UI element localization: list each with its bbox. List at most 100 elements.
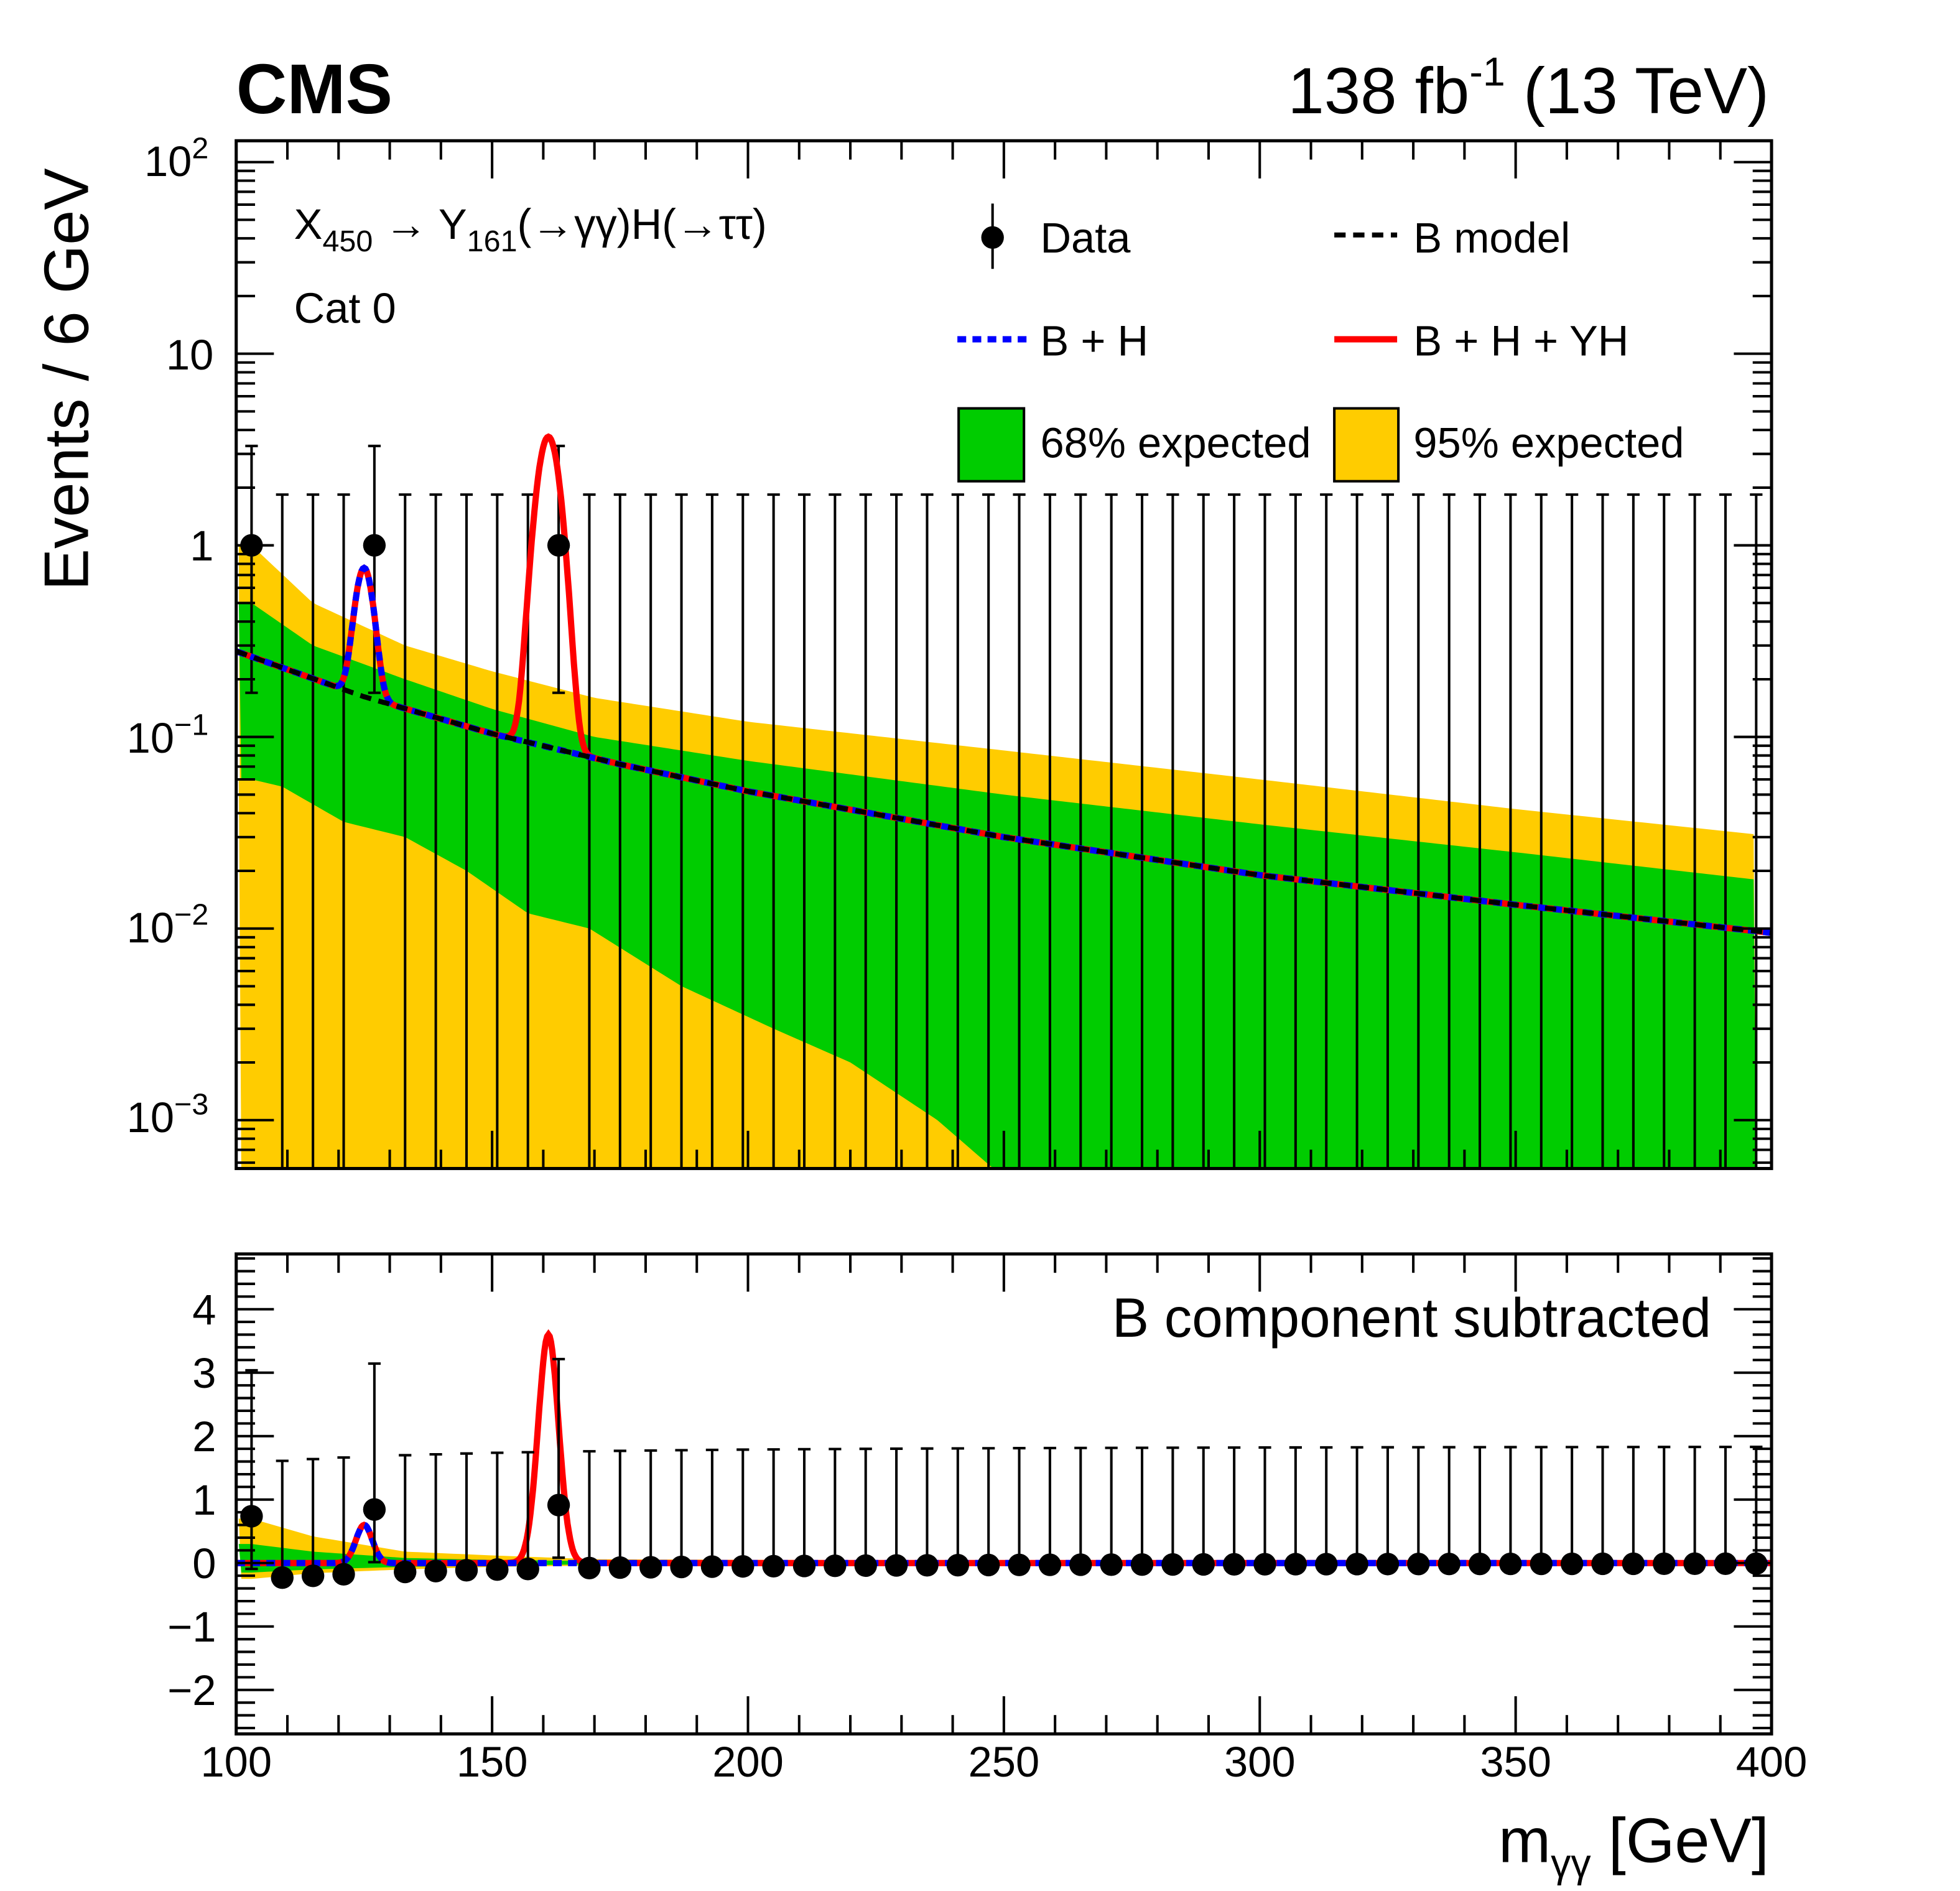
residual-point <box>1315 1553 1338 1576</box>
lower-data-points <box>240 1494 1768 1589</box>
residual-point <box>916 1554 939 1577</box>
upper-data-errorbars <box>245 444 1763 1169</box>
residual-point <box>271 1566 294 1589</box>
y-axis-title: Events / 6 GeV <box>32 168 101 590</box>
ytick-label: 1 <box>192 1476 216 1524</box>
residual-point <box>946 1553 970 1577</box>
residual-point <box>1130 1553 1154 1576</box>
residual-point <box>1407 1553 1430 1576</box>
cms-label: CMS <box>236 50 392 128</box>
data-point <box>363 534 386 557</box>
residual-point <box>1376 1553 1400 1576</box>
residual-point <box>578 1556 601 1579</box>
residual-point <box>363 1498 386 1521</box>
residual-point <box>700 1555 724 1578</box>
residual-point <box>1468 1553 1492 1576</box>
legend-data-label: Data <box>1040 214 1131 262</box>
residual-point <box>732 1554 755 1578</box>
legend-95-label: 95% expected <box>1413 419 1684 467</box>
ytick-label-100: 102 <box>144 132 208 185</box>
ytick-label: −1 <box>167 1603 216 1651</box>
xtick-label: 100 <box>200 1738 272 1786</box>
residual-point <box>1653 1552 1676 1576</box>
luminosity-label: 138 fb-1 (13 TeV) <box>1288 49 1769 127</box>
residual-point <box>547 1494 570 1517</box>
xtick-label: 250 <box>968 1738 1040 1786</box>
residual-point <box>516 1558 539 1581</box>
lower-data-errorbars <box>245 1357 1763 1578</box>
process-annotation: X450 → Y161(→γγ)H(→ττ) <box>294 200 767 258</box>
upper-model-curves <box>235 433 1772 936</box>
residual-point <box>394 1560 417 1584</box>
residual-point <box>1069 1553 1092 1576</box>
xtick-label: 200 <box>712 1738 784 1786</box>
legend-b-h-yh-label: B + H + YH <box>1413 317 1628 365</box>
residual-point <box>1100 1553 1123 1576</box>
residual-point <box>1192 1553 1215 1576</box>
residual-point <box>1222 1553 1246 1576</box>
legend-b-h-label: B + H <box>1040 317 1148 365</box>
legend-68-label: 68% expected <box>1040 419 1311 467</box>
ytick-label: −2 <box>167 1666 216 1714</box>
lower-frame <box>235 1252 1773 1735</box>
ytick-label-10: 10 <box>166 331 213 379</box>
ytick-label-0.1: 10−1 <box>127 709 209 762</box>
residual-point <box>1530 1552 1553 1576</box>
residual-point <box>1622 1552 1645 1576</box>
residual-point <box>1284 1553 1307 1576</box>
residual-point <box>824 1554 847 1577</box>
residual-point <box>639 1556 662 1579</box>
upper-ytick-labels: 102 10 1 10−1 10−2 10−3 <box>127 132 214 1141</box>
residual-point <box>1345 1553 1368 1576</box>
residual-point <box>455 1559 478 1582</box>
upper-frame <box>235 139 1773 1171</box>
b-model-curve <box>235 649 1772 936</box>
lower-annotation: B component subtracted <box>1112 1287 1711 1349</box>
xtick-label: 400 <box>1736 1738 1808 1786</box>
ytick-label-0.001: 10−3 <box>127 1088 209 1141</box>
xtick-label: 350 <box>1480 1738 1551 1786</box>
upper-axis-ticks <box>235 141 1773 1169</box>
residual-point <box>792 1554 816 1577</box>
x-axis-title: mγγ [GeV] <box>1498 1806 1769 1885</box>
residual-point <box>1591 1552 1614 1576</box>
residual-point <box>1253 1553 1276 1576</box>
xtick-label: 150 <box>457 1738 528 1786</box>
xtick-label: 300 <box>1224 1738 1296 1786</box>
residual-point <box>854 1554 877 1577</box>
lower-axis-ticks <box>235 1253 1773 1734</box>
xtick-labels: 100 150 200 250 300 350 400 <box>200 1738 1807 1786</box>
ytick-label-1: 1 <box>190 522 213 570</box>
residual-point <box>1437 1553 1461 1576</box>
legend-95-swatch <box>1333 407 1400 483</box>
residual-point <box>608 1556 631 1579</box>
lower-ytick-labels: −2 −1 0 1 2 3 4 <box>167 1286 216 1714</box>
residual-point <box>670 1555 693 1579</box>
ytick-label: 4 <box>192 1286 216 1334</box>
residual-point <box>762 1554 785 1577</box>
residual-point <box>486 1558 509 1581</box>
ytick-label: 3 <box>192 1349 216 1397</box>
residual-point <box>240 1505 263 1528</box>
residual-point <box>332 1563 355 1586</box>
ytick-label: 2 <box>192 1413 216 1461</box>
legend-data-marker <box>981 226 1004 249</box>
data-point <box>547 534 570 557</box>
residual-point <box>1161 1553 1184 1576</box>
residual-point <box>1683 1552 1706 1576</box>
residual-point <box>1714 1552 1737 1575</box>
ytick-label: 0 <box>192 1540 216 1587</box>
residual-point <box>1499 1552 1522 1576</box>
residual-point <box>301 1564 325 1587</box>
category-label: Cat 0 <box>294 284 396 332</box>
residual-point <box>1560 1552 1584 1576</box>
upper-expected-bands <box>238 545 1757 1169</box>
residual-point <box>885 1554 908 1577</box>
legend-68-swatch <box>957 407 1026 483</box>
residual-point <box>1038 1553 1062 1576</box>
legend: Data B model B + H B + H + YH 68% expect… <box>957 203 1684 483</box>
residual-point <box>977 1553 1000 1577</box>
legend-b-model-label: B model <box>1413 214 1570 262</box>
residual-point <box>424 1559 447 1582</box>
